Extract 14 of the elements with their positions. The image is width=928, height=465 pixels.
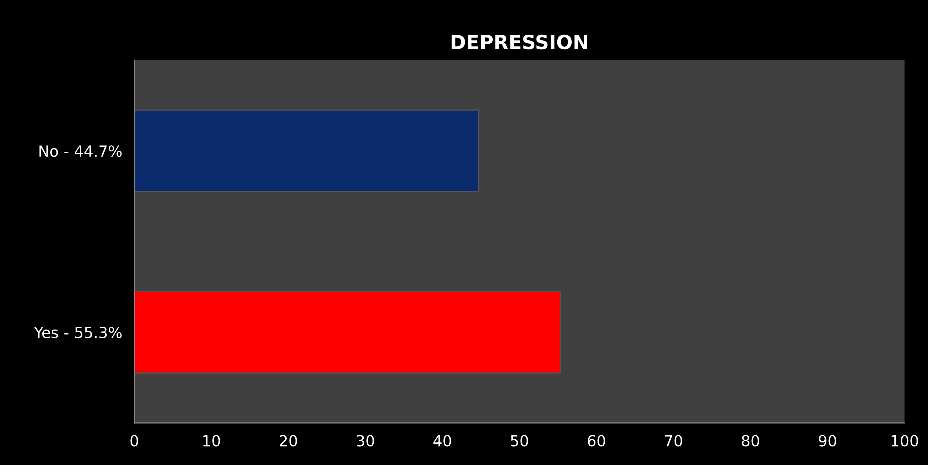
x-tick-label: 70 (665, 435, 682, 447)
x-tick-label: 100 (892, 435, 918, 447)
chart-title: DEPRESSION (452, 34, 588, 50)
x-tick-label: 50 (511, 435, 528, 447)
x-tick-label: 90 (819, 435, 836, 447)
x-tick-label: 20 (280, 435, 298, 447)
x-tick-label: 10 (204, 435, 220, 447)
x-tick-label: 0 (130, 435, 138, 447)
x-tick-label: 60 (588, 435, 606, 447)
x-tick-label: 30 (357, 435, 374, 447)
x-tick-label: 40 (434, 435, 452, 447)
y-tick-label: Yes - 55.3% (34, 326, 122, 338)
y-tick-label: No - 44.7% (40, 146, 122, 158)
x-tick-label: 80 (742, 435, 760, 447)
